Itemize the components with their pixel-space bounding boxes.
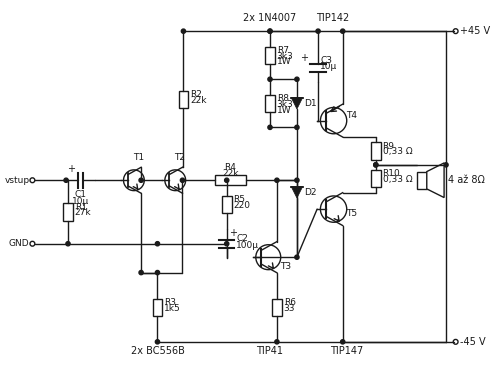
Text: 1W: 1W — [277, 57, 291, 66]
Text: 22k: 22k — [223, 169, 239, 178]
Text: R7: R7 — [277, 46, 289, 55]
Circle shape — [225, 242, 229, 246]
Bar — [222, 196, 232, 213]
Circle shape — [139, 178, 143, 182]
Circle shape — [341, 340, 345, 344]
Text: C2: C2 — [237, 234, 248, 244]
Polygon shape — [291, 186, 303, 198]
Text: 0,33 Ω: 0,33 Ω — [383, 175, 412, 184]
Circle shape — [180, 178, 185, 182]
Text: R4: R4 — [225, 163, 237, 172]
Circle shape — [295, 255, 299, 259]
Text: R8: R8 — [277, 94, 289, 103]
Bar — [265, 47, 275, 64]
Text: D1: D1 — [304, 99, 317, 108]
Text: R5: R5 — [234, 195, 246, 204]
Text: C3: C3 — [320, 56, 332, 65]
Text: R9: R9 — [383, 142, 395, 151]
Circle shape — [316, 29, 320, 33]
Text: +: + — [229, 228, 237, 238]
Text: T4: T4 — [346, 111, 357, 120]
Text: T5: T5 — [346, 209, 358, 219]
Text: 4 až 8Ω: 4 až 8Ω — [448, 175, 485, 185]
Text: vstup: vstup — [4, 176, 29, 185]
Text: 220: 220 — [234, 201, 250, 210]
Text: 10μ: 10μ — [72, 197, 89, 206]
Text: R10: R10 — [383, 169, 400, 178]
Circle shape — [155, 242, 160, 246]
Text: 33: 33 — [283, 304, 295, 313]
Polygon shape — [291, 97, 303, 109]
Text: T2: T2 — [174, 153, 185, 162]
Bar — [63, 203, 73, 221]
Circle shape — [66, 242, 70, 246]
Circle shape — [268, 77, 272, 81]
Bar — [153, 298, 162, 316]
Circle shape — [444, 163, 448, 167]
Text: +: + — [67, 163, 75, 173]
Circle shape — [295, 125, 299, 129]
Text: 3k3: 3k3 — [277, 52, 293, 61]
Text: TIP147: TIP147 — [330, 347, 364, 357]
Circle shape — [268, 29, 272, 33]
Text: GND: GND — [9, 239, 29, 248]
Circle shape — [295, 178, 299, 182]
Text: D2: D2 — [304, 188, 317, 197]
Circle shape — [275, 178, 279, 182]
Text: TIP41: TIP41 — [256, 347, 283, 357]
Text: 2x BC556B: 2x BC556B — [131, 347, 185, 357]
Text: 22k: 22k — [190, 96, 207, 105]
Text: 1W: 1W — [277, 106, 291, 115]
Text: 0,33 Ω: 0,33 Ω — [383, 147, 412, 156]
Text: 2x 1N4007: 2x 1N4007 — [244, 13, 296, 23]
Circle shape — [268, 125, 272, 129]
Text: C1: C1 — [74, 190, 86, 199]
Text: +45 V: +45 V — [461, 26, 491, 36]
Text: 100μ: 100μ — [237, 241, 259, 250]
Circle shape — [374, 163, 378, 167]
Polygon shape — [427, 163, 444, 198]
Circle shape — [341, 29, 345, 33]
Circle shape — [268, 29, 272, 33]
Bar — [371, 170, 381, 187]
Circle shape — [64, 178, 68, 182]
Bar — [272, 299, 282, 316]
Bar — [179, 91, 188, 108]
Text: R1: R1 — [75, 203, 87, 212]
Text: 27k: 27k — [75, 209, 91, 217]
Text: 3k3: 3k3 — [277, 100, 293, 109]
Text: +: + — [300, 53, 308, 63]
Text: T3: T3 — [280, 262, 292, 271]
Circle shape — [225, 178, 229, 182]
Bar — [215, 175, 246, 185]
Bar — [371, 142, 381, 160]
Text: TIP142: TIP142 — [316, 13, 349, 23]
Text: 1k5: 1k5 — [164, 304, 181, 313]
Circle shape — [374, 163, 378, 167]
Circle shape — [181, 29, 186, 33]
Text: R6: R6 — [283, 298, 295, 307]
Text: T1: T1 — [133, 153, 144, 162]
Text: -45 V: -45 V — [461, 337, 486, 347]
Circle shape — [275, 340, 279, 344]
Circle shape — [155, 270, 160, 275]
Text: 10μ: 10μ — [320, 62, 337, 71]
Bar — [417, 172, 427, 189]
Text: R2: R2 — [190, 90, 202, 99]
Circle shape — [155, 340, 160, 344]
Circle shape — [139, 270, 143, 275]
Bar — [265, 95, 275, 112]
Text: R3: R3 — [164, 298, 176, 307]
Circle shape — [295, 77, 299, 81]
